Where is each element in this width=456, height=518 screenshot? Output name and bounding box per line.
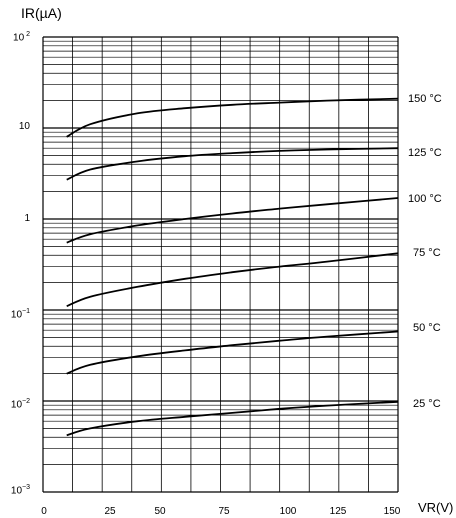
y-axis-title: IR(µA): [21, 5, 62, 21]
y-tick-label-0-001: 10−3: [10, 484, 30, 497]
series-line-4: [66, 330, 399, 375]
series-label-125c: 125 °C: [408, 147, 442, 159]
series-line-1: [66, 147, 399, 181]
y-tick-label-100: 10 2: [13, 31, 30, 44]
x-tick-label-25: 25: [104, 506, 116, 517]
y-tick-label-0-1: 10−1: [10, 308, 30, 321]
series-line-2: [66, 197, 399, 244]
x-tick-label-50: 50: [154, 506, 166, 517]
series-line-0: [66, 97, 399, 138]
y-tick-label-0-01: 10−2: [10, 398, 30, 411]
series-label-150c: 150 °C: [408, 93, 442, 105]
x-tick-label-125: 125: [329, 506, 347, 517]
x-tick-label-150: 150: [383, 506, 401, 517]
x-axis-title: VR(V): [418, 500, 454, 515]
series-line-5: [66, 400, 399, 437]
series-label-25c: 25 °C: [413, 398, 441, 410]
y-tick-label-10: 10: [18, 121, 30, 132]
x-tick-label-75: 75: [218, 506, 230, 517]
series-line-3: [66, 252, 399, 308]
x-tick-label-100: 100: [279, 506, 297, 517]
series-label-50c: 50 °C: [413, 322, 441, 334]
x-tick-label-0: 0: [41, 506, 47, 517]
series-label-100c: 100 °C: [408, 193, 442, 205]
y-tick-label-1: 1: [24, 213, 30, 224]
series-label-75c: 75 °C: [413, 247, 441, 259]
